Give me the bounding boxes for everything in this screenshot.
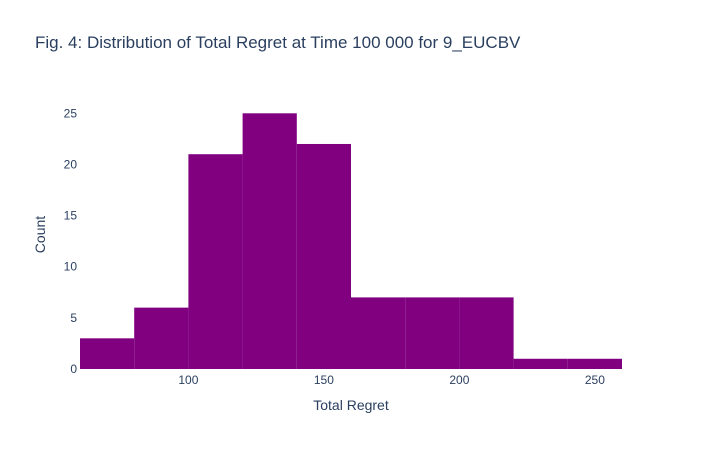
x-axis-title: Total Regret	[313, 397, 389, 413]
histogram-bar	[567, 358, 622, 369]
histogram-bar	[188, 154, 243, 369]
histogram-bar	[80, 338, 135, 369]
histogram-bar	[351, 297, 406, 369]
y-axis-ticks: 0 5 10 15 20 25	[64, 106, 78, 376]
x-tick-label: 250	[585, 373, 605, 387]
y-tick-label: 5	[70, 311, 77, 325]
y-tick-label: 15	[64, 209, 78, 223]
y-tick-label: 25	[64, 106, 78, 120]
x-tick-label: 100	[178, 373, 198, 387]
histogram-bar	[513, 358, 568, 369]
bars-group	[80, 113, 622, 370]
chart-title: Fig. 4: Distribution of Total Regret at …	[35, 33, 521, 52]
histogram-bar	[405, 297, 460, 369]
y-axis-title: Count	[32, 216, 48, 253]
y-tick-label: 10	[64, 260, 78, 274]
x-tick-label: 200	[449, 373, 469, 387]
x-axis-ticks: 100 150 200 250	[178, 373, 605, 387]
histogram-bar	[134, 307, 189, 369]
histogram-bar	[242, 113, 297, 370]
y-tick-label: 0	[70, 362, 77, 376]
histogram-bar	[296, 143, 351, 369]
x-tick-label: 150	[314, 373, 334, 387]
histogram-bar	[459, 297, 514, 369]
y-tick-label: 20	[64, 157, 78, 171]
